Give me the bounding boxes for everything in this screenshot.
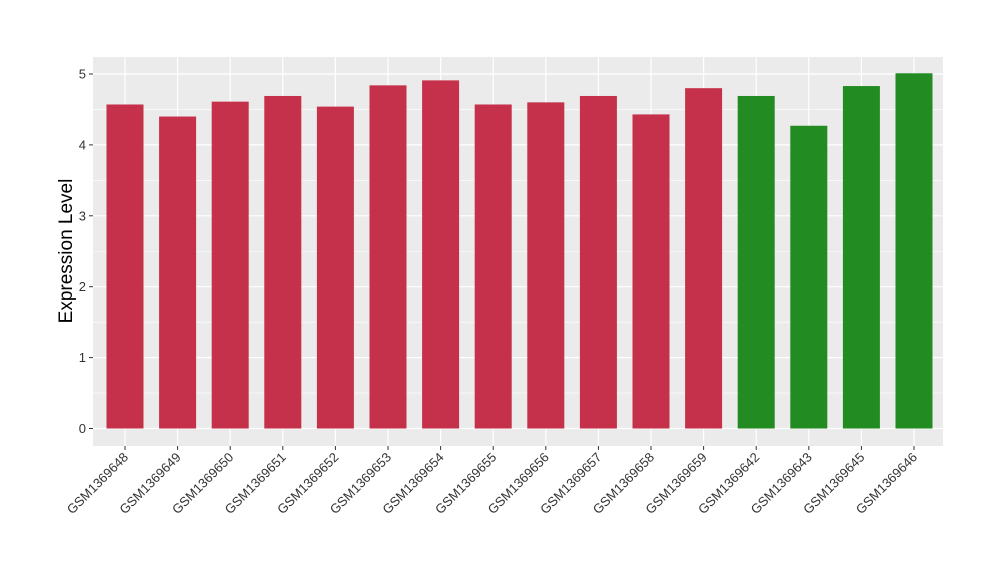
bar-GSM1369648	[106, 104, 144, 429]
bar-GSM1369649	[159, 116, 197, 429]
y-tick-label: 5	[79, 67, 86, 82]
bar-GSM1369642	[737, 95, 775, 429]
bar-GSM1369654	[422, 80, 460, 429]
bar-GSM1369651	[264, 95, 302, 429]
bar-GSM1369657	[579, 95, 617, 429]
y-tick-label: 4	[79, 137, 86, 152]
y-axis-title: Expression Level	[56, 179, 77, 324]
bar-GSM1369652	[316, 106, 354, 429]
bars	[106, 73, 933, 429]
y-tick-label: 1	[79, 350, 86, 365]
bar-GSM1369645	[842, 86, 880, 429]
y-axis: 0 1 2 3 4 5	[79, 67, 93, 436]
x-axis: GSM1369648GSM1369649GSM1369650GSM1369651…	[64, 446, 920, 517]
bar-GSM1369643	[790, 125, 828, 429]
bar-GSM1369659	[685, 88, 723, 429]
bar-GSM1369655	[474, 104, 512, 429]
bar-GSM1369646	[895, 73, 933, 429]
bar-GSM1369650	[211, 101, 249, 429]
bar-GSM1369658	[632, 114, 670, 429]
bar-GSM1369653	[369, 85, 407, 429]
y-tick-label: 2	[79, 279, 86, 294]
y-tick-label: 0	[79, 421, 86, 436]
bar-GSM1369656	[527, 102, 565, 429]
y-tick-label: 3	[79, 208, 86, 223]
